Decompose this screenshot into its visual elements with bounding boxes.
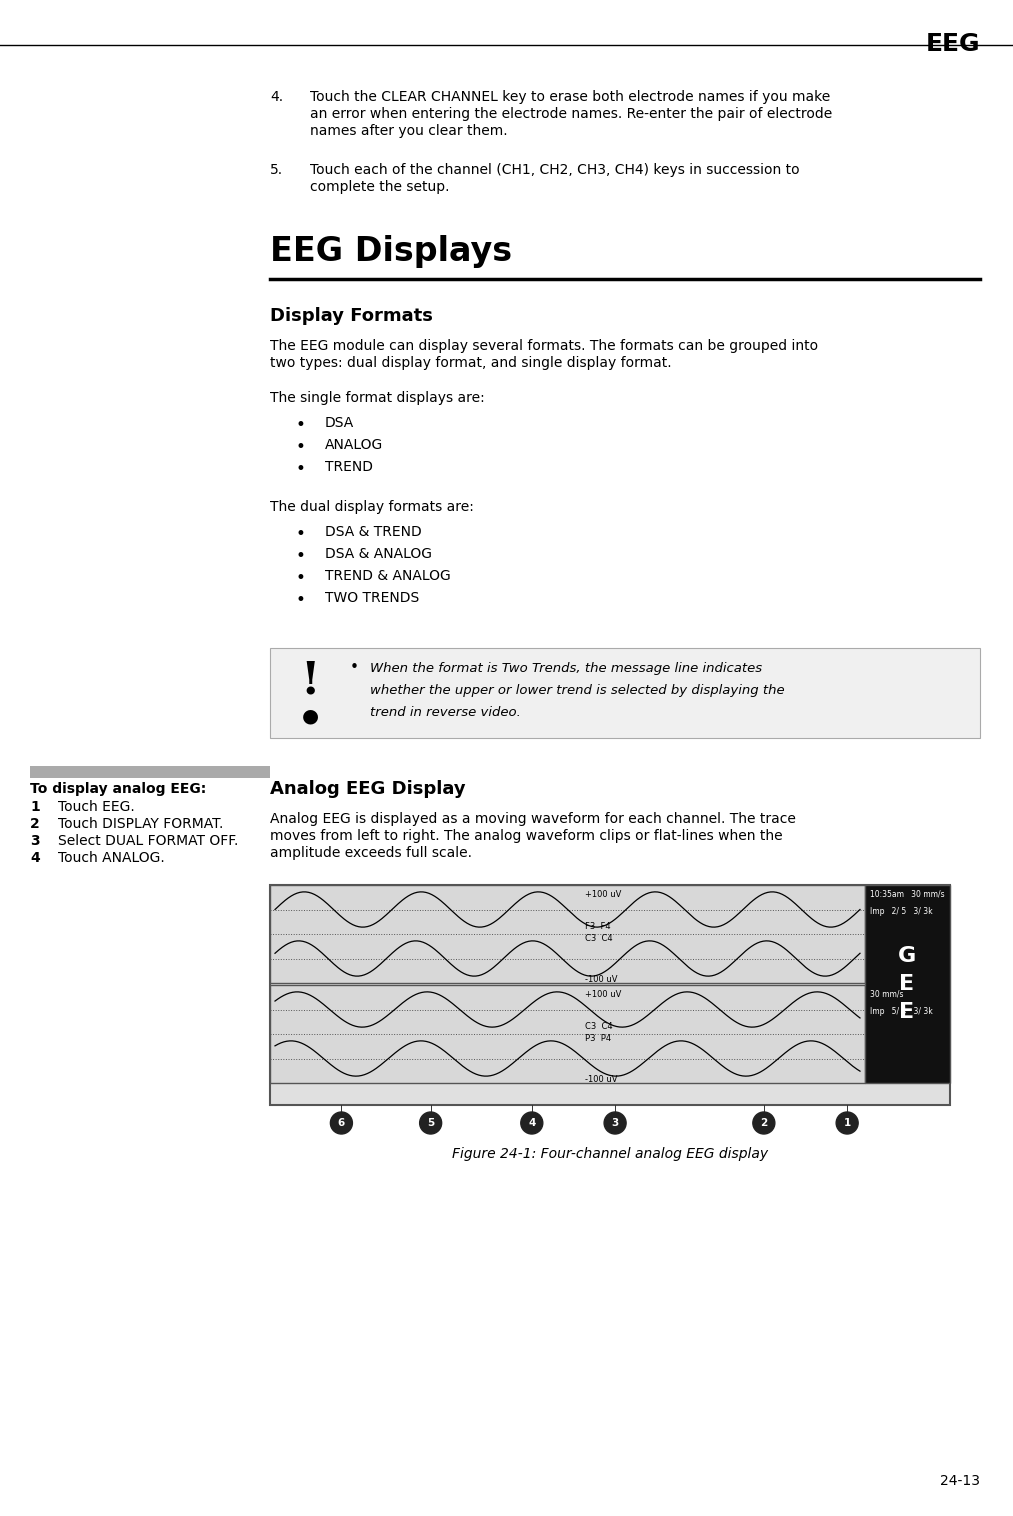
Text: 5: 5 bbox=[427, 1117, 435, 1128]
Text: E: E bbox=[900, 1002, 915, 1022]
Text: TREND: TREND bbox=[325, 459, 373, 475]
Bar bbox=[270, 647, 980, 738]
Text: names after you clear them.: names after you clear them. bbox=[310, 124, 508, 138]
Bar bbox=[270, 985, 865, 1082]
Text: To display analog EEG:: To display analog EEG: bbox=[30, 782, 207, 796]
Text: •: • bbox=[295, 415, 305, 434]
Text: G: G bbox=[898, 946, 916, 966]
Text: DSA: DSA bbox=[325, 415, 355, 431]
Text: amplitude exceeds full scale.: amplitude exceeds full scale. bbox=[270, 846, 472, 860]
Text: Touch DISPLAY FORMAT.: Touch DISPLAY FORMAT. bbox=[58, 817, 224, 831]
Text: C3  C4: C3 C4 bbox=[586, 934, 613, 943]
Text: 4: 4 bbox=[528, 1117, 536, 1128]
Text: P3  P4: P3 P4 bbox=[586, 1034, 612, 1043]
Text: 4.: 4. bbox=[270, 89, 283, 105]
Circle shape bbox=[521, 1113, 543, 1134]
Text: •: • bbox=[295, 547, 305, 565]
Bar bbox=[30, 766, 270, 778]
Text: Touch the CLEAR CHANNEL key to erase both electrode names if you make: Touch the CLEAR CHANNEL key to erase bot… bbox=[310, 89, 831, 105]
Text: Imp   5/ 4   3/ 3k: Imp 5/ 4 3/ 3k bbox=[870, 1007, 933, 1016]
Text: C3  C4: C3 C4 bbox=[586, 1022, 613, 1031]
Text: 2: 2 bbox=[760, 1117, 768, 1128]
Circle shape bbox=[604, 1113, 626, 1134]
Text: Touch ANALOG.: Touch ANALOG. bbox=[58, 850, 165, 866]
Text: The dual display formats are:: The dual display formats are: bbox=[270, 500, 474, 514]
Text: The single format displays are:: The single format displays are: bbox=[270, 391, 485, 405]
Text: Display Formats: Display Formats bbox=[270, 308, 433, 324]
Text: •: • bbox=[350, 659, 359, 675]
Text: complete the setup.: complete the setup. bbox=[310, 180, 450, 194]
Text: ●: ● bbox=[302, 706, 318, 725]
Text: 2: 2 bbox=[30, 817, 40, 831]
Text: an error when entering the electrode names. Re-enter the pair of electrode: an error when entering the electrode nam… bbox=[310, 108, 833, 121]
Text: •: • bbox=[295, 459, 305, 478]
Text: 4: 4 bbox=[30, 850, 40, 866]
Text: Imp   2/ 5   3/ 3k: Imp 2/ 5 3/ 3k bbox=[870, 907, 933, 916]
Circle shape bbox=[419, 1113, 442, 1134]
Text: -100 uV: -100 uV bbox=[586, 975, 618, 984]
Text: Select DUAL FORMAT OFF.: Select DUAL FORMAT OFF. bbox=[58, 834, 238, 847]
Text: 24-13: 24-13 bbox=[940, 1474, 980, 1489]
Bar bbox=[865, 885, 950, 1082]
Text: 1: 1 bbox=[844, 1117, 851, 1128]
Text: When the format is Two Trends, the message line indicates: When the format is Two Trends, the messa… bbox=[370, 662, 762, 675]
Text: trend in reverse video.: trend in reverse video. bbox=[370, 706, 521, 719]
Circle shape bbox=[330, 1113, 353, 1134]
Text: •: • bbox=[295, 568, 305, 587]
Bar bbox=[270, 885, 865, 982]
Text: +100 uV: +100 uV bbox=[586, 890, 622, 899]
Text: 10:35am   30 mm/s: 10:35am 30 mm/s bbox=[870, 890, 945, 899]
Text: 5.: 5. bbox=[270, 164, 283, 177]
Text: Figure 24-1: Four-channel analog EEG display: Figure 24-1: Four-channel analog EEG dis… bbox=[452, 1148, 768, 1161]
Text: 3: 3 bbox=[612, 1117, 619, 1128]
Text: Analog EEG is displayed as a moving waveform for each channel. The trace: Analog EEG is displayed as a moving wave… bbox=[270, 813, 796, 826]
Text: ANALOG: ANALOG bbox=[325, 438, 383, 452]
Text: DSA & TREND: DSA & TREND bbox=[325, 525, 421, 540]
Text: 3: 3 bbox=[30, 834, 40, 847]
Text: The EEG module can display several formats. The formats can be grouped into: The EEG module can display several forma… bbox=[270, 340, 819, 353]
Text: EEG Displays: EEG Displays bbox=[270, 235, 513, 268]
Text: Analog EEG Display: Analog EEG Display bbox=[270, 781, 466, 797]
Text: F3  F4: F3 F4 bbox=[586, 922, 611, 931]
Text: 30 mm/s: 30 mm/s bbox=[870, 990, 904, 999]
Text: !: ! bbox=[300, 659, 320, 703]
Text: •: • bbox=[295, 591, 305, 609]
Text: moves from left to right. The analog waveform clips or flat-lines when the: moves from left to right. The analog wav… bbox=[270, 829, 783, 843]
Text: 6: 6 bbox=[337, 1117, 345, 1128]
Text: E: E bbox=[900, 973, 915, 994]
Text: Touch EEG.: Touch EEG. bbox=[58, 800, 135, 814]
Text: •: • bbox=[295, 525, 305, 543]
Text: EEG: EEG bbox=[925, 32, 980, 56]
Text: •: • bbox=[295, 438, 305, 456]
Text: -100 uV: -100 uV bbox=[586, 1075, 618, 1084]
Circle shape bbox=[753, 1113, 775, 1134]
Text: +100 uV: +100 uV bbox=[586, 990, 622, 999]
Text: DSA & ANALOG: DSA & ANALOG bbox=[325, 547, 432, 561]
Text: TWO TRENDS: TWO TRENDS bbox=[325, 591, 419, 605]
Bar bbox=[270, 885, 950, 1105]
Text: Touch each of the channel (CH1, CH2, CH3, CH4) keys in succession to: Touch each of the channel (CH1, CH2, CH3… bbox=[310, 164, 799, 177]
Text: whether the upper or lower trend is selected by displaying the: whether the upper or lower trend is sele… bbox=[370, 684, 785, 697]
Text: two types: dual display format, and single display format.: two types: dual display format, and sing… bbox=[270, 356, 672, 370]
Circle shape bbox=[836, 1113, 858, 1134]
Text: 1: 1 bbox=[30, 800, 40, 814]
Text: TREND & ANALOG: TREND & ANALOG bbox=[325, 568, 451, 584]
